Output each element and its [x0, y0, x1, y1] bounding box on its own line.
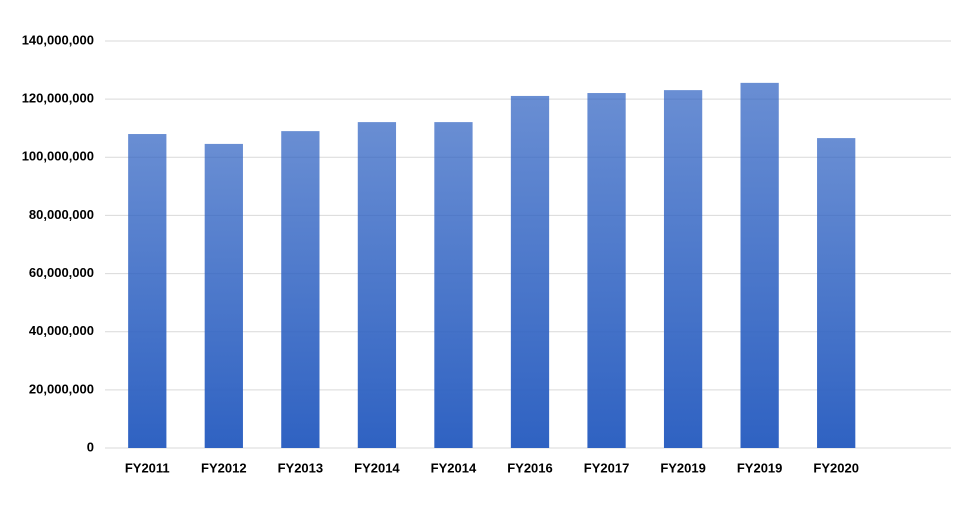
- bar: [204, 143, 243, 449]
- x-tick-label: FY2017: [584, 460, 630, 475]
- bar: [817, 138, 856, 448]
- y-tick-label: 80,000,000: [29, 207, 94, 222]
- bar: [510, 95, 550, 448]
- y-tick-label: 60,000,000: [29, 265, 94, 280]
- bar: [587, 93, 626, 449]
- y-tick-label: 0: [87, 439, 94, 454]
- bar: [128, 134, 167, 448]
- x-tick-label: FY2014: [354, 460, 400, 475]
- bar: [357, 122, 397, 448]
- bar: [663, 90, 703, 449]
- y-tick-label: 40,000,000: [29, 323, 94, 338]
- x-tick-label: FY2012: [201, 460, 247, 475]
- x-tick-label: FY2014: [431, 460, 477, 475]
- bar: [281, 131, 320, 448]
- x-tick-label: FY2020: [813, 460, 859, 475]
- bar: [740, 82, 779, 448]
- y-tick-label: 120,000,000: [22, 91, 94, 106]
- x-tick-label: FY2011: [125, 460, 170, 475]
- x-tick-label: FY2019: [737, 460, 783, 475]
- x-tick-label: FY2013: [278, 460, 324, 475]
- y-tick-label: 100,000,000: [22, 149, 94, 164]
- y-tick-label: 140,000,000: [22, 32, 94, 47]
- y-tick-label: 20,000,000: [29, 381, 94, 396]
- bar: [434, 122, 473, 448]
- x-tick-label: FY2019: [660, 460, 706, 475]
- x-tick-label: FY2016: [507, 460, 553, 475]
